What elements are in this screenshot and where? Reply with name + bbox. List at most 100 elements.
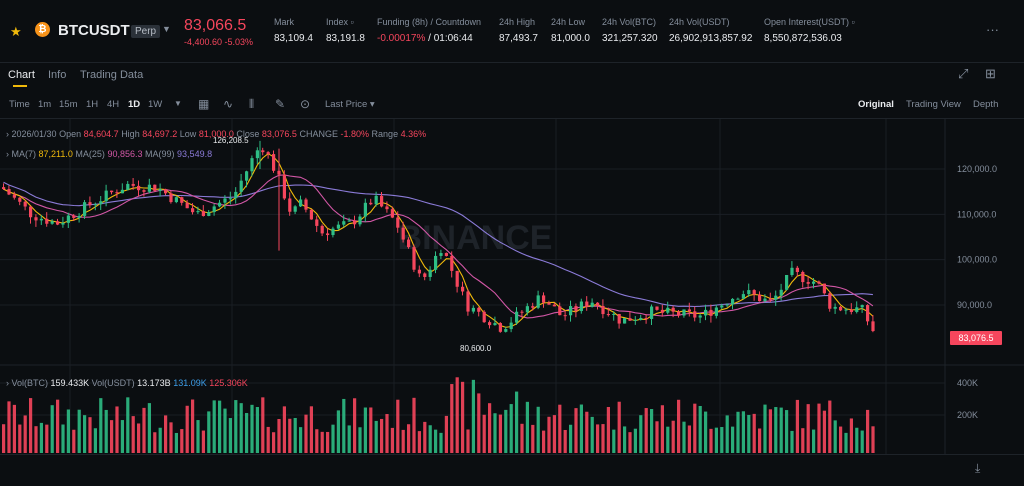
interval-15m[interactable]: 15m (59, 99, 78, 110)
candle-body (806, 282, 810, 284)
volume-bar (698, 405, 702, 453)
candle-body (83, 202, 87, 216)
candle-body (628, 318, 632, 321)
layout-grid-icon[interactable]: ⊞ (985, 66, 996, 81)
drawing-tools-icon[interactable]: ✎ (275, 97, 286, 111)
candle-body (218, 202, 222, 207)
candlestick-chart[interactable]: BINANCE 120,000.0 110,000.0 100,000.0 90,00… (0, 119, 1024, 454)
volume-bar (61, 424, 65, 453)
interval-4h[interactable]: 4H (107, 99, 120, 110)
candle-body (126, 183, 130, 190)
candle-body (471, 307, 475, 312)
candle-body (282, 174, 286, 199)
candle-body (536, 295, 540, 308)
candle-body (110, 190, 114, 193)
candle-body (623, 318, 627, 324)
interval-1d[interactable]: 1D (128, 99, 141, 110)
interval-1w[interactable]: 1W (148, 99, 163, 110)
ma-legend: › MA(7) 87,211.0 MA(25) 90,856.3 MA(99) … (6, 149, 212, 159)
tab-chart[interactable]: Chart (8, 69, 35, 81)
volume-bar (617, 401, 621, 453)
change-value: -1.80% (340, 129, 370, 139)
stat-value: 81,000.0 (551, 33, 590, 44)
volume-bar (482, 414, 486, 453)
candle-body (164, 189, 168, 194)
volume-bar (450, 384, 454, 453)
stat-index[interactable]: Index ▫ 83,191.8 (326, 17, 365, 44)
interval-time[interactable]: Time (9, 99, 30, 110)
volume-bar (223, 408, 227, 453)
volume-bar (866, 409, 870, 453)
volume-bar (439, 432, 443, 453)
candle-body (687, 309, 691, 312)
stat-label: Funding (8h) / Countdown (377, 17, 482, 27)
vol-ma2-value: 125.306K (209, 378, 248, 388)
tab-trading-data[interactable]: Trading Data (80, 69, 144, 81)
settings-icon[interactable]: ⊙ (300, 97, 311, 111)
candle-body (50, 221, 54, 224)
volume-bar (741, 411, 745, 453)
candle-body (725, 304, 729, 306)
volume-bar (574, 408, 578, 453)
view-original[interactable]: Original (858, 99, 894, 110)
calendar-icon[interactable]: ▦ (198, 97, 210, 111)
favorite-star-icon[interactable]: ★ (10, 24, 22, 39)
volume-bar (536, 406, 540, 453)
volume-bar (45, 424, 49, 453)
indicator-icon[interactable]: ∿ (223, 97, 234, 111)
candle-body (137, 185, 141, 191)
expand-icon[interactable]: ⤢ (958, 66, 969, 81)
price-type-select[interactable]: Last Price ▾ (325, 99, 375, 110)
candle-body (488, 322, 492, 326)
volume-bar (18, 424, 22, 453)
candle-body (693, 311, 697, 318)
candle-body (482, 311, 486, 323)
candle-body (261, 150, 265, 153)
candle-body (363, 202, 367, 217)
volume-bar (99, 398, 103, 453)
volume-bar (455, 377, 459, 453)
candle-type-icon[interactable]: ⫴ (249, 97, 255, 111)
volume-bar (542, 430, 546, 453)
candle-body (839, 306, 843, 311)
candle-body (585, 301, 589, 307)
volume-bar (417, 431, 421, 453)
volume-bar (849, 418, 853, 453)
tab-info[interactable]: Info (48, 69, 67, 81)
candle-body (795, 267, 799, 273)
candle-body (704, 309, 708, 316)
volume-bar (601, 424, 605, 453)
chevron-down-icon[interactable]: ▼ (162, 24, 171, 34)
volume-bar (88, 417, 92, 453)
change-label: CHANGE (299, 129, 338, 139)
volume-bar (639, 415, 643, 453)
stat-value: 321,257.320 (602, 33, 658, 44)
candle-body (520, 311, 524, 313)
volume-bar (39, 422, 43, 453)
volume-bar (282, 406, 286, 453)
volume-bar (191, 399, 195, 453)
range-value: 4.36% (400, 129, 427, 139)
interval-1m[interactable]: 1m (38, 99, 52, 110)
volume-bar (812, 429, 816, 453)
volume-bar (844, 432, 848, 453)
view-trading-view[interactable]: Trading View (906, 99, 961, 110)
interval-dropdown-icon[interactable]: ▼ (174, 99, 182, 108)
volume-bar (180, 429, 184, 453)
candle-body (666, 307, 670, 313)
stat-open-interest[interactable]: Open Interest(USDT) ▫ 8,550,872,536.03 (764, 17, 855, 44)
volume-bars (2, 377, 875, 453)
vol-ma1-value: 131.09K (173, 378, 207, 388)
volume-bar (304, 414, 308, 453)
symbol-name[interactable]: BTCUSDT (58, 22, 130, 39)
more-icon[interactable]: ··· (986, 22, 999, 37)
candle-body (185, 202, 189, 209)
view-depth[interactable]: Depth (973, 99, 999, 110)
candle-body (758, 294, 762, 302)
volume-bar (650, 409, 654, 453)
stat-label: 24h Vol(BTC) (602, 17, 657, 27)
interval-1h[interactable]: 1H (86, 99, 99, 110)
volume-bar (434, 429, 438, 453)
reset-axis-icon[interactable]: ⤓ (975, 461, 981, 475)
volume-bar (315, 429, 319, 453)
